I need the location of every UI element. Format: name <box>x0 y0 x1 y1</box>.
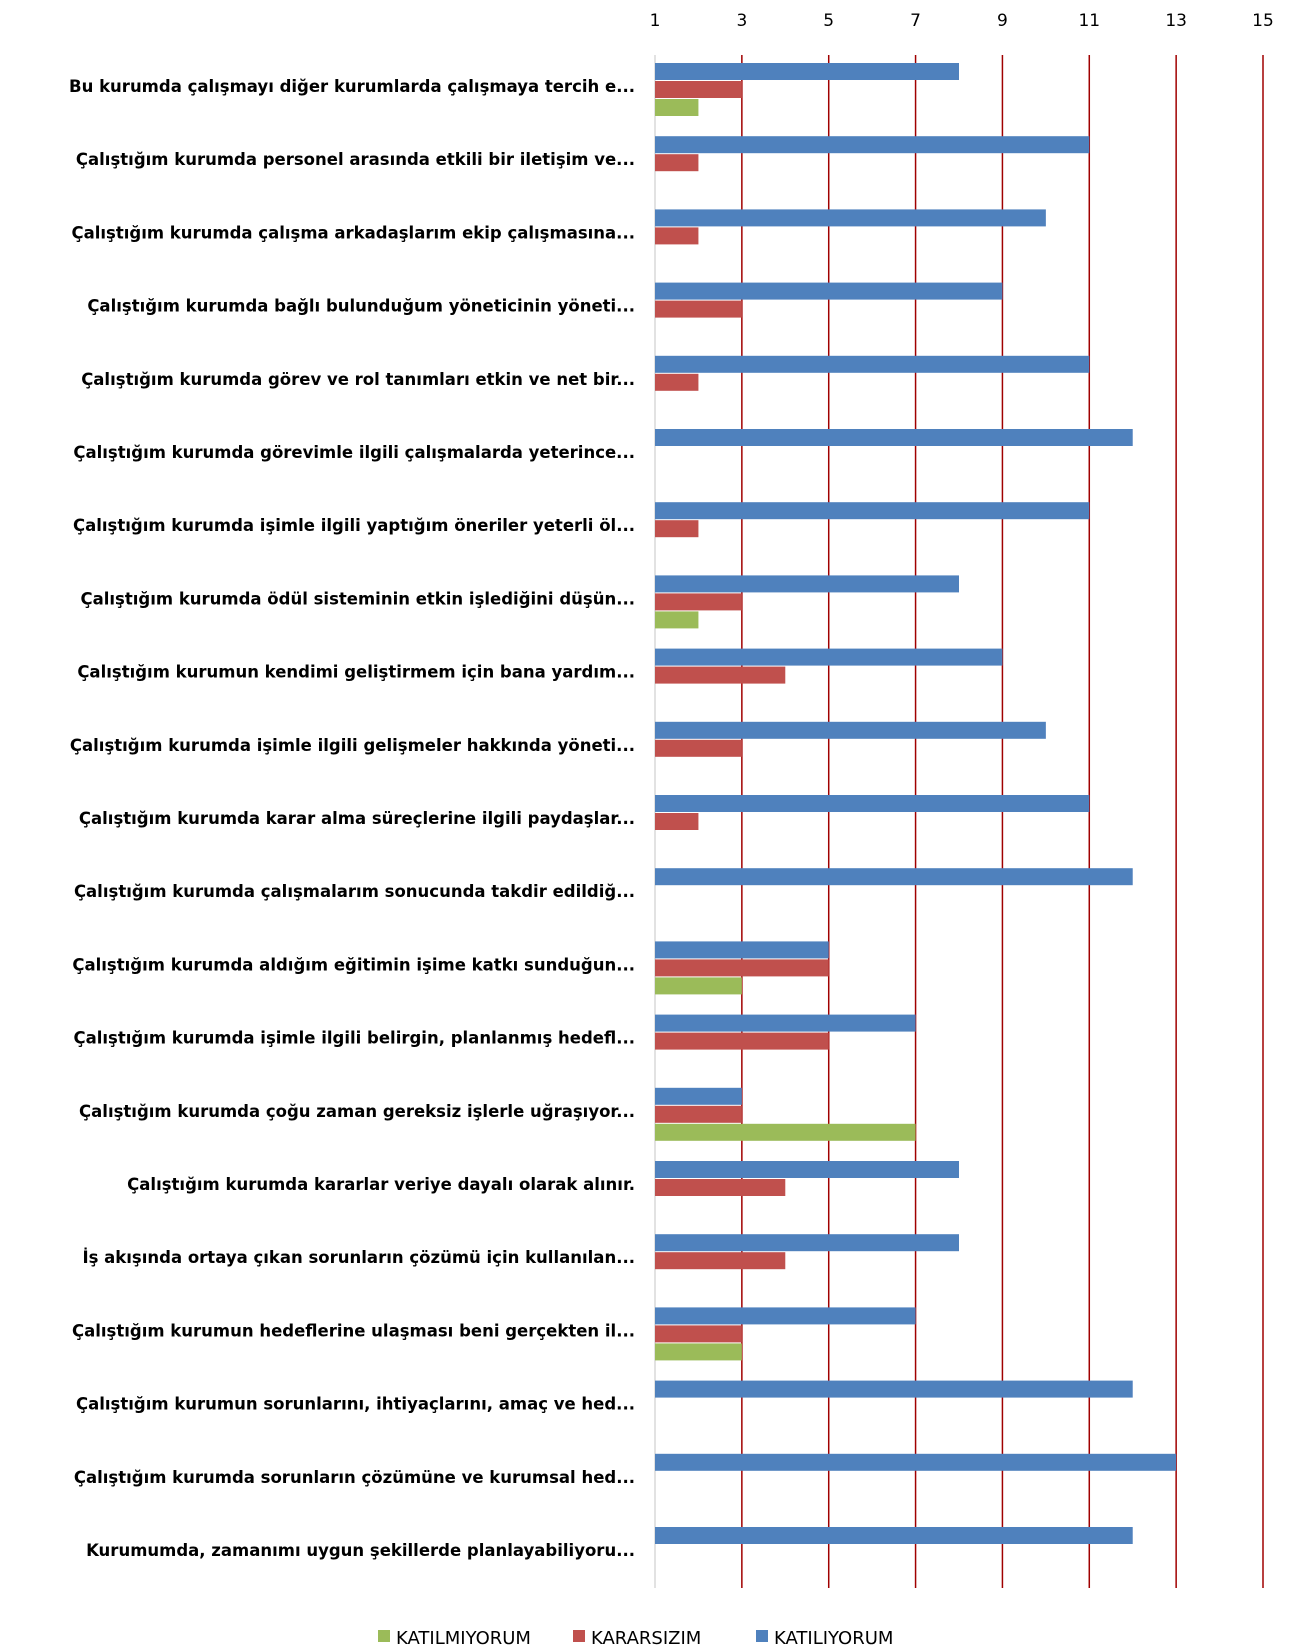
bar-kararsizim-14 <box>655 1032 829 1050</box>
bar-katiliyorum-7 <box>655 502 1090 520</box>
category-label: Çalıştığım kurumda aldığım eğitimin işim… <box>72 955 635 974</box>
x-tick-label: 5 <box>823 11 834 31</box>
category-label: Çalıştığım kurumda görevimle ilgili çalı… <box>73 443 635 462</box>
bar-katiliyorum-18 <box>655 1307 916 1325</box>
x-tick-label: 7 <box>910 11 921 31</box>
bar-katiliyorum-3 <box>655 209 1046 227</box>
category-label: Çalıştığım kurumun hedeflerine ulaşması … <box>72 1321 635 1340</box>
category-label: Çalıştığım kurumda işimle ilgili belirgi… <box>73 1029 635 1048</box>
bar-katilmiyorum-1 <box>655 99 699 116</box>
bar-katilmiyorum-15 <box>655 1123 916 1141</box>
x-tick-label: 3 <box>736 11 747 31</box>
x-axis-ticks: 1 3 5 7 9 11 13 15 <box>650 11 1274 31</box>
bar-kararsizim-18 <box>655 1325 742 1343</box>
bar-katiliyorum-13 <box>655 941 829 959</box>
bar-kararsizim-5 <box>655 373 699 391</box>
bar-katiliyorum-5 <box>655 355 1090 373</box>
bar-katilmiyorum-13 <box>655 977 742 995</box>
bar-katiliyorum-10 <box>655 721 1046 739</box>
legend-label-katiliyorum: KATILIYORUM <box>774 1628 893 1649</box>
category-label: İş akışında ortaya çıkan sorunların çözü… <box>82 1248 635 1267</box>
x-tick-label: 9 <box>997 11 1008 31</box>
category-label: Çalıştığım kurumda sorunların çözümüne v… <box>74 1468 635 1487</box>
bar-kararsizim-15 <box>655 1105 742 1123</box>
bar-katiliyorum-11 <box>655 795 1090 812</box>
legend: KATILMIYORUM KARARSIZIM KATILIYORUM <box>378 1628 893 1649</box>
bar-katiliyorum-19 <box>655 1380 1133 1398</box>
category-label: Çalıştığım kurumda personel arasında etk… <box>76 150 635 169</box>
x-tick-label: 13 <box>1165 11 1187 31</box>
bars <box>655 63 1177 1544</box>
category-label: Kurumumda, zamanımı uygun şekillerde pla… <box>86 1541 635 1560</box>
category-labels: Bu kurumda çalışmayı diğer kurumlarda ça… <box>69 77 635 1560</box>
bar-kararsizim-17 <box>655 1252 786 1270</box>
bar-katiliyorum-14 <box>655 1014 916 1032</box>
category-label: Çalıştığım kurumda çalışma arkadaşlarım … <box>71 223 635 242</box>
bar-kararsizim-7 <box>655 520 699 538</box>
bar-kararsizim-1 <box>655 81 742 98</box>
category-label: Çalıştığım kurumda işimle ilgili gelişme… <box>70 736 635 755</box>
bar-katiliyorum-17 <box>655 1234 959 1252</box>
category-label: Çalıştığım kurumun kendimi geliştirmem i… <box>77 663 635 682</box>
legend-swatch-kararsizim <box>573 1630 585 1642</box>
bar-katilmiyorum-18 <box>655 1343 742 1361</box>
legend-swatch-katilmiyorum <box>378 1630 390 1642</box>
bar-kararsizim-9 <box>655 666 786 684</box>
bar-katiliyorum-4 <box>655 282 1003 300</box>
bar-kararsizim-8 <box>655 593 742 611</box>
bar-katiliyorum-21 <box>655 1527 1133 1544</box>
category-label: Çalıştığım kurumda bağlı bulunduğum yöne… <box>87 297 635 316</box>
category-label: Çalıştığım kurumda işimle ilgili yaptığı… <box>73 516 635 535</box>
bar-katiliyorum-9 <box>655 648 1003 666</box>
bar-kararsizim-2 <box>655 154 699 172</box>
bar-katiliyorum-6 <box>655 429 1133 446</box>
bar-kararsizim-3 <box>655 227 699 245</box>
category-label: Çalıştığım kurumun sorunlarını, ihtiyaçl… <box>76 1395 635 1414</box>
bar-katiliyorum-2 <box>655 136 1090 154</box>
category-label: Çalıştığım kurumda kararlar veriye dayal… <box>127 1175 635 1194</box>
category-label: Çalıştığım kurumda karar alma süreçlerin… <box>79 809 635 828</box>
x-tick-label: 1 <box>650 11 661 31</box>
legend-label-katilmiyorum: KATILMIYORUM <box>396 1628 531 1649</box>
x-tick-label: 15 <box>1252 11 1274 31</box>
category-label: Bu kurumda çalışmayı diğer kurumlarda ça… <box>69 77 635 96</box>
category-label: Çalıştığım kurumda çalışmalarım sonucund… <box>74 882 635 901</box>
x-tick-label: 11 <box>1078 11 1100 31</box>
bar-kararsizim-13 <box>655 959 829 977</box>
legend-swatch-katiliyorum <box>756 1630 768 1642</box>
bar-katiliyorum-12 <box>655 868 1133 886</box>
bar-katilmiyorum-8 <box>655 611 699 629</box>
legend-label-kararsizim: KARARSIZIM <box>591 1628 701 1649</box>
category-label: Çalıştığım kurumda görev ve rol tanımlar… <box>81 370 635 389</box>
category-label: Çalıştığım kurumda çoğu zaman gereksiz i… <box>79 1102 635 1121</box>
bar-kararsizim-10 <box>655 739 742 757</box>
bar-katiliyorum-16 <box>655 1161 959 1178</box>
bar-kararsizim-11 <box>655 813 699 830</box>
category-label: Çalıştığım kurumda ödül sisteminin etkin… <box>81 589 636 608</box>
bar-kararsizim-16 <box>655 1179 786 1196</box>
bar-katiliyorum-1 <box>655 63 959 80</box>
bar-katiliyorum-20 <box>655 1453 1177 1471</box>
bar-kararsizim-4 <box>655 300 742 318</box>
bar-katiliyorum-15 <box>655 1087 742 1105</box>
bar-katiliyorum-8 <box>655 575 959 593</box>
